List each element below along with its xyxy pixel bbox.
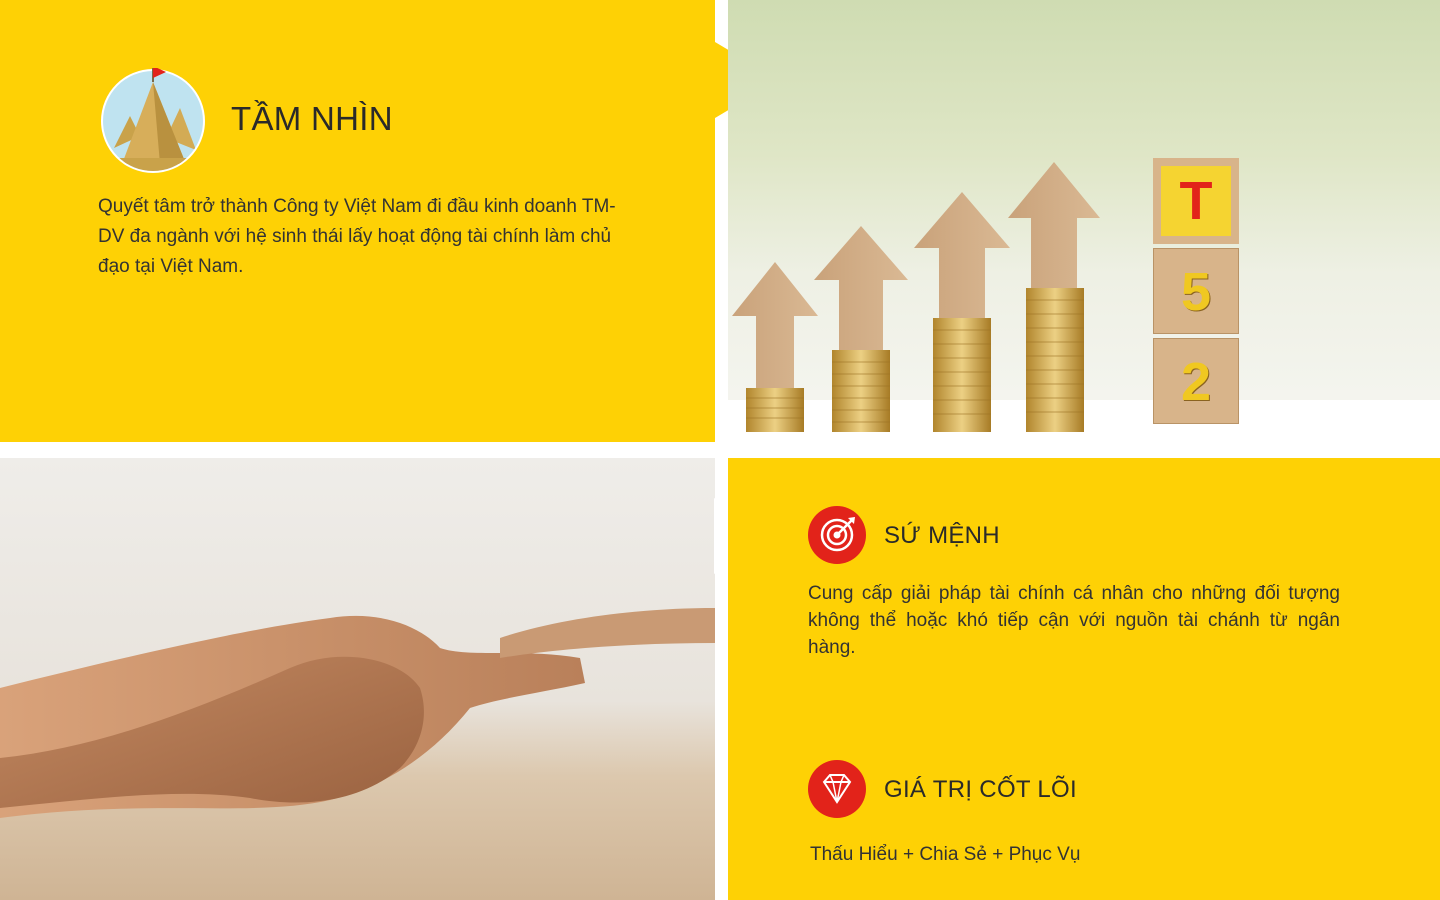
mission-text: Cung cấp giải pháp tài chính cá nhân cho…	[808, 583, 1340, 658]
diamond-icon	[808, 760, 866, 818]
block-digit-1: 5	[1153, 248, 1239, 334]
block-letter: T	[1153, 158, 1239, 244]
coins-arrows-photo: T 5 2	[728, 0, 1440, 442]
vision-panel: TẦM NHÌN Quyết tâm trở thành Công ty Việ…	[0, 0, 715, 442]
vision-title: TẦM NHÌN	[231, 100, 393, 137]
block-digit-2: 2	[1153, 338, 1239, 424]
vision-text: Quyết tâm trở thành Công ty Việt Nam đi …	[98, 196, 616, 277]
mountain-flag-icon	[100, 66, 206, 174]
core-values-title: GIÁ TRỊ CỐT LÕI	[884, 776, 1077, 803]
core-values-text: Thấu Hiểu + Chia Sẻ + Phục Vụ	[810, 844, 1081, 865]
target-icon	[808, 506, 866, 564]
mission-panel: SỨ MỆNH Cung cấp giải pháp tài chính cá …	[728, 458, 1440, 900]
mission-title: SỨ MỆNH	[884, 522, 1000, 549]
hands-photo	[0, 458, 715, 900]
